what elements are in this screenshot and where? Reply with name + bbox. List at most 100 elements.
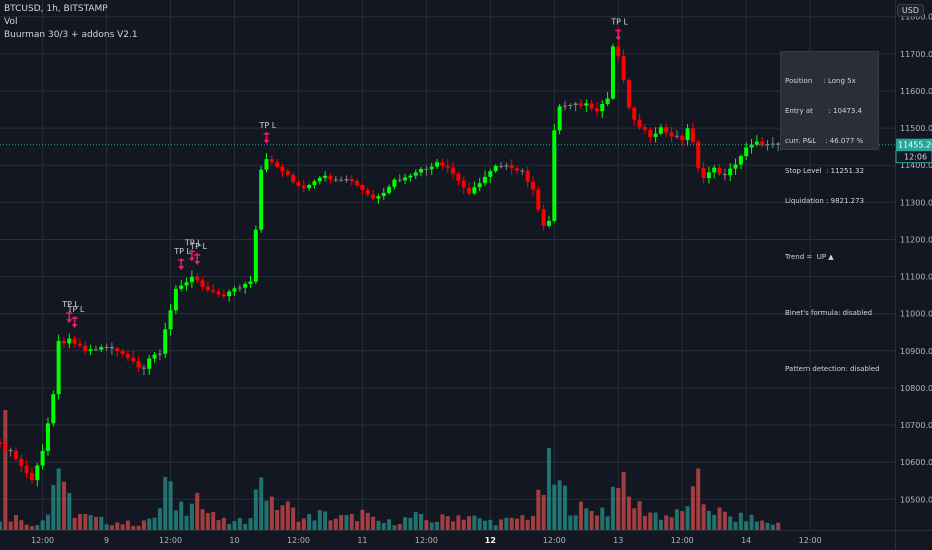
candle-body [13, 450, 18, 459]
volume-bar [509, 517, 514, 530]
candle-body [296, 181, 301, 186]
volume-bar [648, 512, 653, 530]
volume-bar [259, 477, 264, 530]
candle-body [285, 171, 290, 175]
candle-body [717, 167, 722, 174]
volume-bar [163, 476, 168, 530]
candle-body [333, 179, 338, 181]
volume-bar [344, 515, 349, 530]
time-axis-label: 12:00 [159, 536, 182, 545]
volume-bar [760, 520, 765, 530]
signal-arrow-head [71, 324, 78, 329]
volume-bar [339, 515, 344, 530]
time-axis-label: 12:00 [543, 536, 566, 545]
volume-bar [408, 517, 413, 530]
signal-arrow-head [194, 260, 201, 265]
binet-formula-text: Binet's formula: disabled [785, 309, 873, 317]
candle-body [488, 171, 493, 177]
candle-body [562, 105, 567, 107]
candle-body [275, 162, 280, 167]
volume-bar [658, 519, 663, 530]
volume-bar [701, 504, 706, 530]
volume-bar [328, 520, 333, 530]
candle-body [120, 351, 125, 355]
countdown-badge [895, 150, 932, 164]
volume-bar [461, 519, 466, 530]
candle-body [664, 127, 669, 133]
candle-body [211, 290, 216, 292]
time-axis-label: 12:00 [671, 536, 694, 545]
volume-bar [770, 524, 775, 530]
volume-bar [515, 518, 520, 530]
candle-body [573, 103, 578, 105]
volume-bar [189, 503, 194, 530]
volume-bar [51, 484, 56, 530]
volume-bar [664, 515, 669, 530]
position-text: Position : Long 5x [785, 77, 856, 85]
volume-bar [722, 511, 727, 530]
volume-bar [733, 521, 738, 530]
volume-bar [616, 488, 621, 530]
signal-label: TP L [173, 247, 191, 256]
candle-body [51, 394, 56, 424]
candle-body [67, 338, 72, 344]
volume-bar [520, 515, 525, 530]
position-info-panel: Position : Long 5x Entry at : 10473.4 cu… [780, 51, 880, 373]
volume-bar [115, 522, 120, 530]
volume-bar [45, 514, 50, 530]
price-axis[interactable]: 10500.00 10600.00 10700.00 10800.00 10900.00… [900, 13, 932, 505]
volume-bar [269, 496, 274, 530]
volume-bar [562, 485, 567, 530]
price-axis-label: 11800.00 [900, 13, 932, 22]
candle-body [88, 349, 93, 352]
last-price-badge [896, 138, 932, 151]
study-indicator-label[interactable]: Buurman 30/3 + addons V2.1 [4, 30, 138, 40]
volume-bar [147, 518, 152, 530]
candle-body [381, 192, 386, 197]
candle-body [104, 346, 109, 348]
candle-body [152, 354, 157, 359]
volume-bar [381, 522, 386, 530]
volume-bar [536, 489, 541, 530]
time-axis[interactable]: 12:00 9 12:00 10 12:00 11 12:00 12 12:00 13 12:00 1… [31, 536, 822, 545]
candle-body [83, 345, 88, 352]
volume-bar [584, 508, 589, 530]
candle-body [40, 450, 45, 466]
volume-bar [610, 486, 615, 530]
candle-body [307, 184, 312, 189]
candle-body [712, 167, 717, 173]
volume-bar [387, 519, 392, 530]
candle-body [461, 180, 466, 188]
volume-bar [109, 525, 114, 530]
candle-body [578, 103, 583, 106]
symbol-title[interactable]: BTCUSD, 1h, BITSTAMP [4, 4, 108, 14]
time-axis-label: 12:00 [799, 536, 822, 545]
candle-body [403, 177, 408, 181]
volume-bar [67, 493, 72, 530]
candle-body [589, 103, 594, 109]
candle-body [451, 167, 456, 174]
candle-body [248, 281, 253, 284]
candle-body [243, 283, 248, 288]
candle-body [355, 181, 360, 186]
candle-body [408, 175, 413, 178]
volume-indicator-label[interactable]: Vol [4, 17, 18, 27]
volume-bar [291, 507, 296, 530]
currency-button[interactable]: USD [896, 4, 924, 17]
volume-bar [323, 511, 328, 530]
volume-bar [397, 524, 402, 530]
candle-body [610, 46, 615, 99]
candle-body [349, 179, 354, 182]
candle-body [200, 280, 205, 287]
volume-bar [216, 520, 221, 530]
candle-body [435, 162, 440, 167]
candle-body [227, 291, 232, 297]
candle-body [648, 130, 653, 137]
volume-bar [477, 518, 482, 530]
candle-body [722, 173, 727, 176]
volume-bar [232, 521, 237, 530]
price-axis-label: 10800.00 [900, 384, 932, 393]
volume-bar [669, 517, 674, 530]
candle-body [568, 104, 573, 106]
